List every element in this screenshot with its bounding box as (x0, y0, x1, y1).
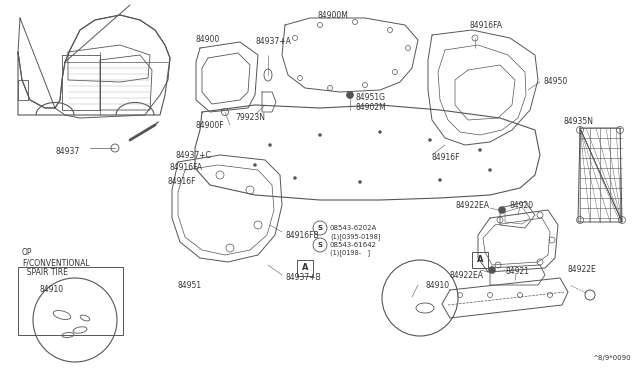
Text: 84937: 84937 (55, 148, 79, 157)
Circle shape (499, 206, 506, 214)
Circle shape (269, 144, 271, 147)
Text: A: A (477, 256, 483, 264)
Text: 84916F: 84916F (168, 177, 196, 186)
Text: 84916FA: 84916FA (470, 20, 503, 29)
Text: ^8/9*0090: ^8/9*0090 (592, 355, 630, 361)
Text: S: S (317, 225, 323, 231)
Text: SPAIR TIRE: SPAIR TIRE (22, 268, 68, 277)
Text: 84900: 84900 (195, 35, 220, 45)
Circle shape (488, 266, 495, 273)
Text: 84922E: 84922E (568, 266, 596, 275)
Bar (18, 267, 123, 335)
Circle shape (429, 138, 431, 141)
Text: 84916FA: 84916FA (170, 164, 203, 173)
Text: 84916FB: 84916FB (285, 231, 319, 240)
Text: 84900M: 84900M (318, 10, 349, 19)
Text: S: S (317, 242, 323, 248)
Text: 84921: 84921 (506, 267, 530, 276)
Text: OP: OP (22, 248, 33, 257)
Circle shape (319, 134, 321, 137)
Text: 84910: 84910 (425, 280, 449, 289)
Text: 84922EA: 84922EA (455, 201, 489, 209)
Text: 84922EA: 84922EA (450, 270, 484, 279)
Text: 84937+C: 84937+C (175, 151, 211, 160)
Circle shape (358, 180, 362, 183)
Circle shape (253, 164, 257, 167)
Text: 84900F: 84900F (196, 121, 225, 129)
Text: (1)[0395-0198]: (1)[0395-0198] (330, 234, 381, 240)
Text: 84951: 84951 (178, 280, 202, 289)
Text: 84935N: 84935N (564, 118, 594, 126)
Circle shape (346, 92, 353, 99)
Circle shape (294, 176, 296, 180)
Circle shape (378, 131, 381, 134)
Circle shape (488, 169, 492, 171)
Text: 84950: 84950 (543, 77, 567, 87)
Text: 84910: 84910 (40, 285, 64, 295)
Text: 84951G: 84951G (356, 93, 386, 103)
Circle shape (479, 148, 481, 151)
Text: 84937+B: 84937+B (285, 273, 321, 282)
Text: 08543-6202A: 08543-6202A (330, 225, 377, 231)
Text: F/CONVENTIONAL: F/CONVENTIONAL (22, 258, 90, 267)
Text: 79923N: 79923N (235, 113, 265, 122)
Circle shape (438, 179, 442, 182)
Text: 84916F: 84916F (432, 154, 461, 163)
Text: 08543-61642: 08543-61642 (330, 242, 377, 248)
Text: 84920: 84920 (510, 201, 534, 209)
Text: A: A (301, 263, 308, 273)
Text: 84902M: 84902M (356, 103, 387, 112)
Text: 84937+A: 84937+A (255, 38, 291, 46)
Text: (1)[0198-   ]: (1)[0198- ] (330, 250, 370, 256)
